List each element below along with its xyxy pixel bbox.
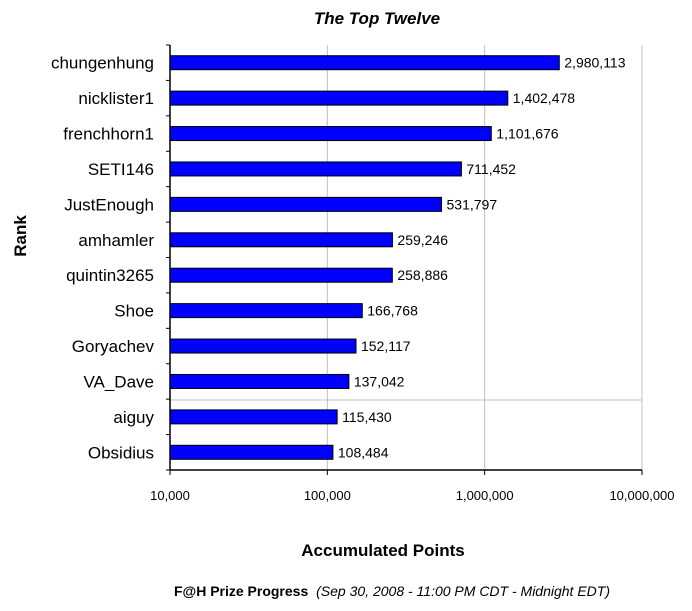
data-label: 115,430: [342, 409, 392, 425]
bar: [169, 373, 350, 389]
data-label: 531,797: [447, 196, 498, 212]
category-label: chungenhung: [51, 54, 154, 73]
x-tick-label: 100,000: [304, 488, 351, 503]
plot-area: 2,980,113 chungenhung 1,402,478 nicklister1…: [51, 44, 675, 503]
bar: [169, 90, 509, 106]
category-label: VA_Dave: [83, 372, 154, 391]
bar: [169, 409, 338, 425]
x-tick-label: 10,000,000: [609, 488, 674, 503]
category-label: amhamler: [78, 231, 154, 250]
data-label: 259,246: [397, 232, 448, 248]
bar: [169, 232, 393, 248]
x-tick-label: 10,000: [150, 488, 190, 503]
bar: [169, 303, 363, 319]
bar: [169, 196, 443, 212]
data-label: 711,452: [466, 161, 516, 177]
bar: [169, 444, 334, 460]
data-label: 1,402,478: [513, 90, 575, 106]
footer-italic: (Sep 30, 2008 - 11:00 PM CDT - Midnight …: [316, 583, 610, 599]
category-label: aiguy: [113, 408, 154, 427]
category-label: frenchhorn1: [63, 125, 154, 144]
data-label: 258,886: [397, 267, 448, 283]
y-axis-title: Rank: [11, 215, 30, 257]
category-label: Goryachev: [72, 337, 155, 356]
data-label: 108,484: [338, 444, 389, 460]
footer-caption: F@H Prize Progress (Sep 30, 2008 - 11:00…: [174, 583, 610, 599]
category-label: Shoe: [114, 302, 154, 321]
footer-bold: F@H Prize Progress: [174, 583, 308, 599]
category-label: Obsidius: [88, 443, 154, 462]
data-label: 2,980,113: [564, 55, 625, 71]
x-tick-label: 1,000,000: [456, 488, 514, 503]
category-label: nicklister1: [78, 89, 154, 108]
bar: [169, 126, 492, 142]
category-label: quintin3265: [66, 266, 154, 285]
x-axis-title: Accumulated Points: [301, 541, 464, 560]
category-label: SETI146: [88, 160, 154, 179]
data-label: 166,768: [367, 303, 418, 319]
bar: [169, 338, 357, 354]
data-label: 137,042: [354, 373, 405, 389]
data-label: 152,117: [361, 338, 411, 354]
data-label: 1,101,676: [496, 126, 558, 142]
bar: [169, 161, 462, 177]
category-label: JustEnough: [64, 195, 154, 214]
chart-title: The Top Twelve: [314, 9, 440, 28]
bar: [169, 55, 560, 71]
bar: [169, 267, 393, 283]
